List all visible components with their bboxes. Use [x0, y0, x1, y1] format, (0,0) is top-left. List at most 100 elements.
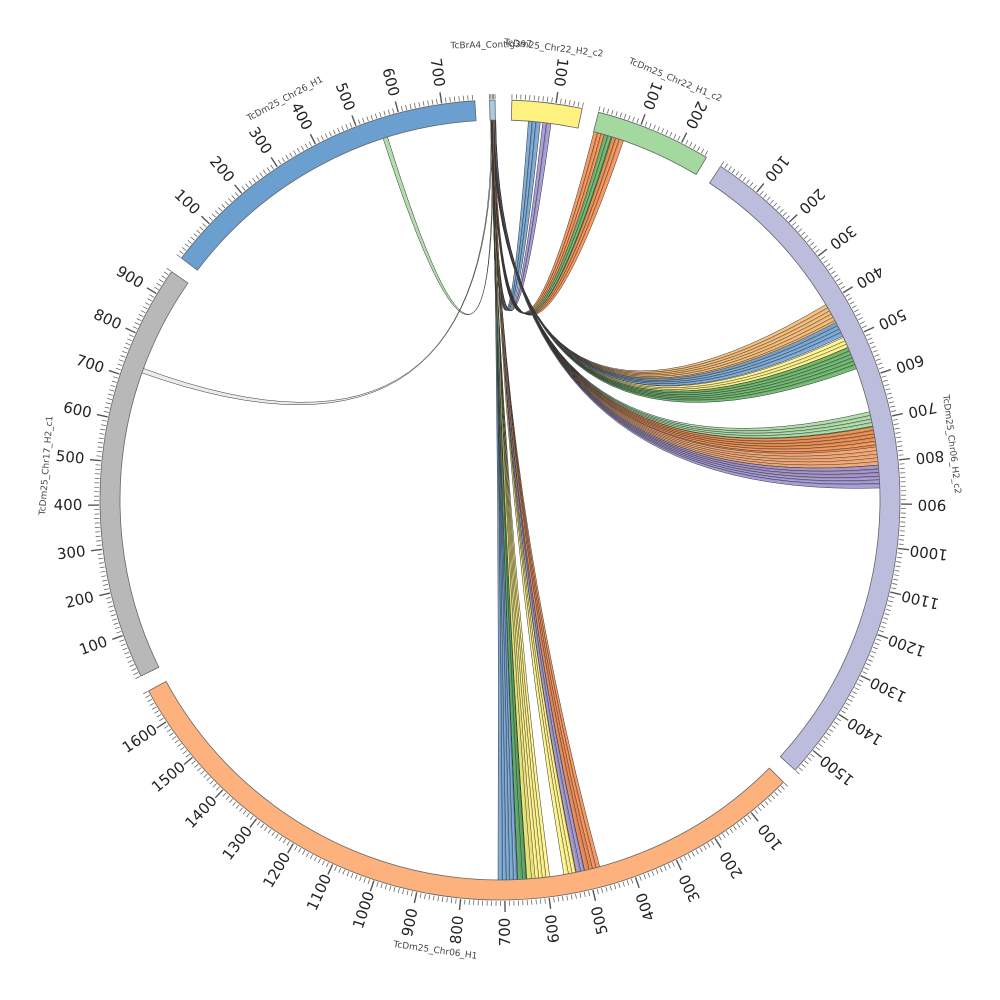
- tick-chr06h1-1240: [275, 833, 279, 839]
- tick-chr06h2-1310: [858, 679, 864, 683]
- tick-chr06h1-330: [663, 865, 667, 871]
- tick-chr17h2-540: [98, 442, 104, 444]
- tick-label-chr06h2-600: 600: [894, 351, 927, 377]
- tick-chr26h1-540: [370, 114, 373, 120]
- tick-chr17h2-750: [122, 350, 128, 354]
- tick-chr26h1-640: [414, 103, 416, 109]
- tick-chr06h1-580: [557, 896, 560, 902]
- tick-chr22h1-0: [598, 106, 601, 112]
- tick-chr26h1-670: [427, 100, 429, 106]
- tick-label-chr17h2-500: 500: [55, 447, 85, 468]
- tick-chr06h1-260: [691, 851, 695, 857]
- tick-chr17h2-640: [106, 397, 112, 400]
- tick-chr26h1-250: [255, 175, 260, 180]
- tick-chr26h1-710: [445, 97, 447, 103]
- tick-chr06h2-1140: [885, 608, 891, 612]
- tick-chr06h2-370: [835, 278, 841, 282]
- tick-chr06h1-490: [596, 888, 599, 894]
- tick-chr06h1-1360: [232, 801, 237, 806]
- segments-layer: [99, 99, 901, 901]
- tick-chr06h2-730: [894, 427, 900, 430]
- tick-chr06h1-1250: [271, 831, 275, 836]
- tick-chr06h1-1510: [185, 753, 190, 758]
- tick-chr06h1-940: [397, 888, 400, 894]
- segment-contig: [489, 99, 496, 121]
- tick-chr06h1-1090: [334, 866, 337, 871]
- tick-chr06h2-180: [782, 212, 787, 217]
- tick-chr06h1-1600: [156, 721, 167, 729]
- tick-chr17h2-820: [134, 322, 140, 326]
- tick-chr06h1-620: [540, 898, 542, 904]
- tick-chr06h2-1400: [838, 713, 849, 721]
- tick-chr06h1-300: [675, 859, 682, 871]
- tick-chr17h2-960: [166, 267, 172, 272]
- tick-chr06h1-1370: [229, 798, 233, 803]
- tick-chr06h1-310: [672, 861, 675, 867]
- tick-chr06h2-500: [863, 326, 875, 333]
- tick-chr06h1-1260: [267, 828, 272, 834]
- tick-chr26h1-440: [328, 131, 332, 137]
- tick-chr06h1-900: [413, 892, 418, 904]
- tick-chr06h2-70: [746, 179, 750, 184]
- tick-chr06h2-1370: [845, 702, 851, 706]
- tick-chr26h1-60: [193, 233, 198, 238]
- tick-chr06h2-470: [858, 317, 863, 321]
- tick-chr06h1-150: [733, 825, 737, 831]
- tick-chr06h1-980: [380, 883, 383, 889]
- tick-chr17h2-510: [96, 455, 102, 457]
- tick-chr06h1-1590: [164, 725, 169, 729]
- tick-label-chr06h2-900: 900: [918, 496, 947, 514]
- tick-chr22h1-110: [644, 121, 648, 127]
- tick-chr06h1-1030: [359, 876, 362, 882]
- tick-chr06h1-230: [703, 845, 707, 850]
- tick-chr17h2-660: [109, 389, 115, 392]
- tick-chr26h1-340: [289, 152, 293, 158]
- tick-chr06h1-220: [707, 842, 711, 848]
- tick-chr22h1-80: [632, 116, 635, 122]
- tick-chr06h1-60: [764, 800, 769, 806]
- tick-chr06h1-1130: [317, 858, 321, 864]
- tick-chr17h2-310: [96, 544, 102, 546]
- tick-chr06h1-1560: [171, 736, 177, 740]
- tick-chr22h2-120: [564, 99, 567, 105]
- tick-chr17h2-330: [95, 535, 101, 537]
- tick-chr06h1-40: [771, 794, 776, 800]
- tick-chr06h1-440: [618, 882, 621, 888]
- tick-chr06h2-1420: [833, 721, 839, 725]
- tick-chr06h1-930: [402, 889, 405, 895]
- tick-chr06h2-790: [898, 454, 904, 456]
- tick-chr06h2-1450: [826, 732, 831, 736]
- tick-label-chr06h1-100: 100: [754, 820, 786, 854]
- tick-chr22h1-230: [693, 144, 697, 149]
- tick-chr06h1-810: [455, 898, 457, 904]
- tick-chr06h2-1150: [884, 613, 890, 616]
- tick-chr26h1-570: [383, 110, 386, 116]
- tick-chr26h1-120: [211, 213, 216, 218]
- tick-chr06h1-400: [634, 877, 640, 889]
- tick-chr17h2-70: [122, 647, 128, 651]
- tick-chr06h1-1650: [149, 702, 155, 706]
- tick-chr06h2-140: [769, 199, 774, 204]
- tick-chr26h1-460: [337, 127, 340, 133]
- tick-chr26h1-40: [187, 240, 192, 244]
- tick-chr26h1-550: [374, 113, 378, 119]
- tick-label-chr06h2-1500: 1500: [816, 751, 857, 789]
- tick-chr06h1-50: [767, 797, 772, 803]
- tick-chr26h1-480: [345, 124, 349, 130]
- tick-chr26h1-750: [462, 95, 465, 101]
- segment-chr22h2: [510, 99, 583, 129]
- tick-chr06h2-720: [893, 423, 899, 425]
- tick-label-chr06h2-700: 700: [907, 398, 939, 422]
- tick-chr26h1-210: [241, 186, 246, 191]
- tick-chr06h2-1550: [798, 767, 803, 772]
- tick-chr06h2-290: [815, 249, 820, 253]
- tick-chr22h1-260: [704, 150, 708, 156]
- tick-chr06h2-30: [731, 168, 736, 174]
- tick-chr26h1-500: [351, 115, 357, 127]
- tick-chr06h1-90: [754, 809, 759, 814]
- tick-chr06h2-300: [817, 248, 828, 257]
- tick-chr06h2-780: [897, 449, 903, 452]
- tick-label-chr06h2-800: 800: [915, 447, 945, 468]
- tick-chr06h1-1070: [342, 869, 346, 875]
- tick-chr06h1-820: [450, 898, 453, 904]
